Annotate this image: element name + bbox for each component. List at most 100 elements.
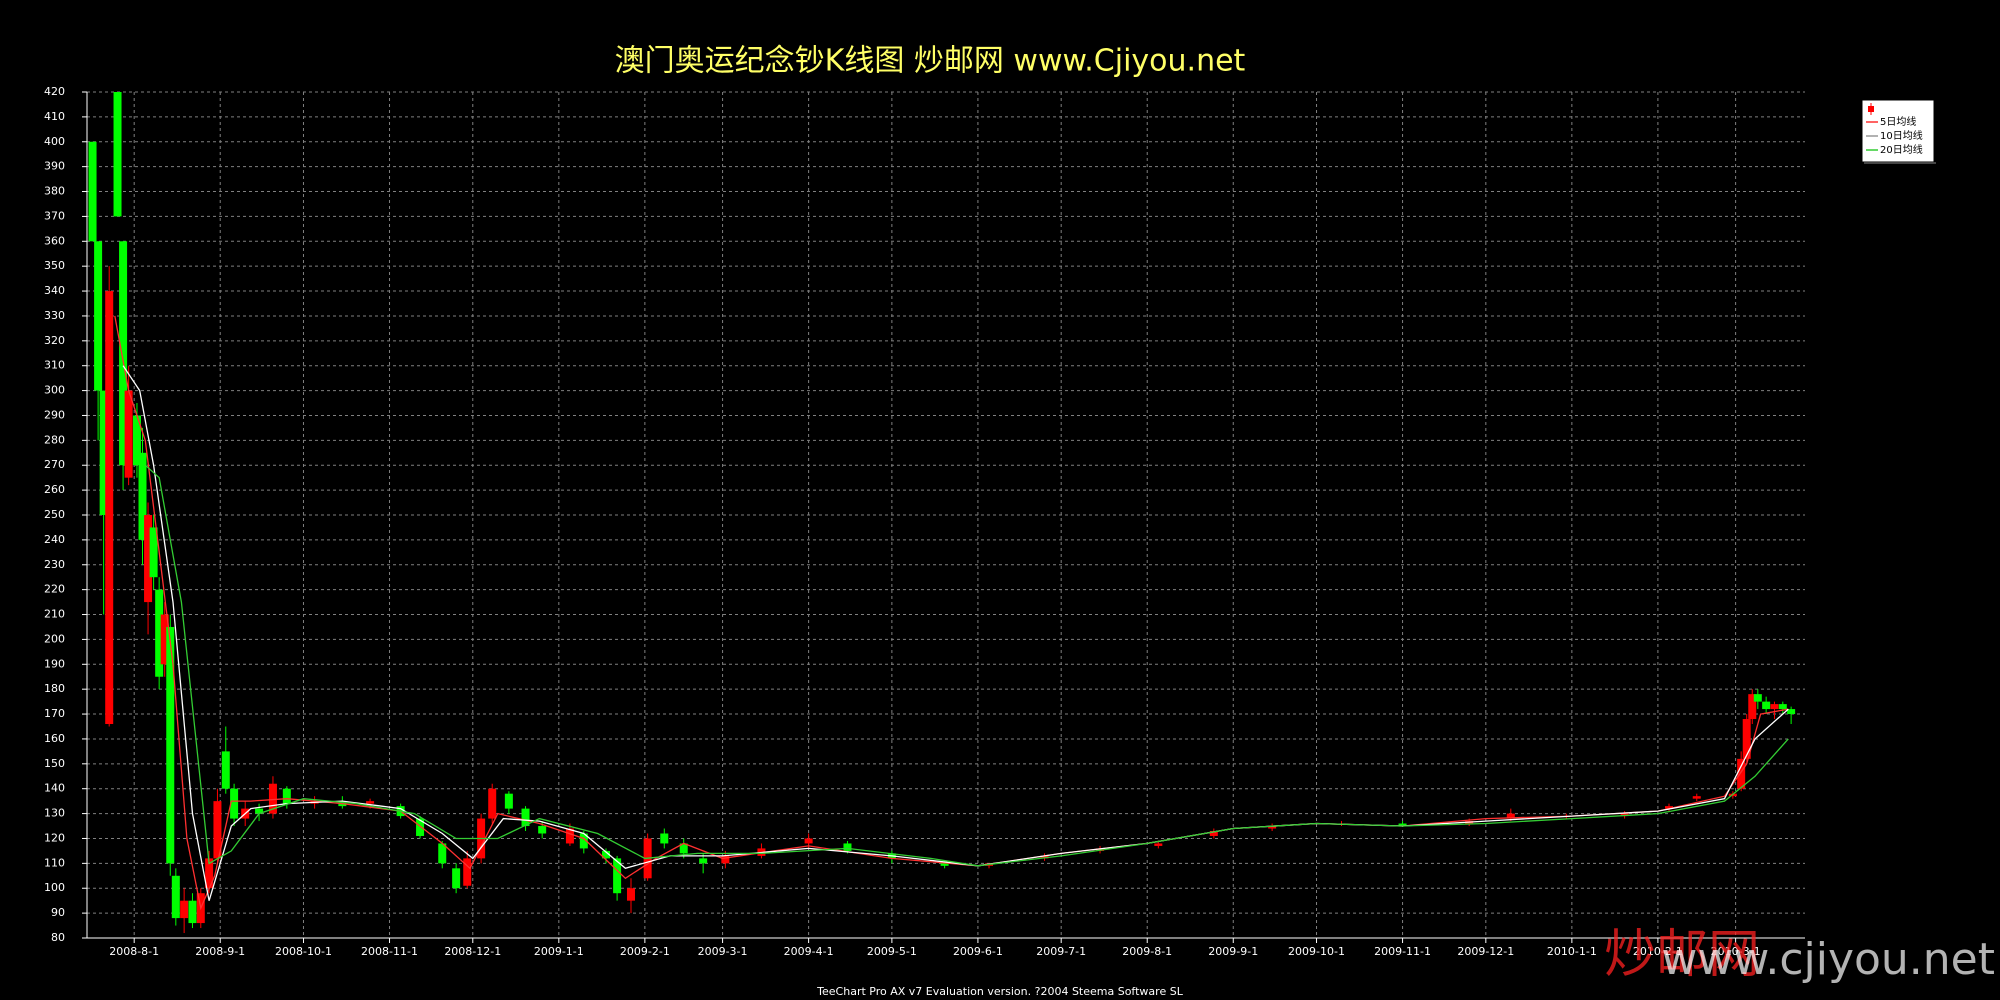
y-tick-label: 390 [44, 160, 65, 173]
y-tick-label: 260 [44, 483, 65, 496]
y-tick-label: 380 [44, 185, 65, 198]
y-tick-label: 290 [44, 408, 65, 421]
y-tick-label: 420 [44, 85, 65, 98]
y-tick-label: 280 [44, 433, 65, 446]
y-tick-label: 170 [44, 707, 65, 720]
x-tick-label: 2009-11-1 [1374, 945, 1431, 958]
candle-body [138, 452, 147, 540]
candle-body [1209, 831, 1218, 836]
candle-body [1040, 855, 1049, 859]
y-tick-label: 140 [44, 782, 65, 795]
y-tick-label: 180 [44, 682, 65, 695]
y-tick-label: 220 [44, 583, 65, 596]
x-tick-label: 2008-12-1 [444, 945, 501, 958]
candle-body [366, 801, 375, 804]
candle-body [602, 850, 611, 859]
candle-body [843, 843, 852, 851]
candle-body [416, 818, 425, 836]
candle-body [699, 858, 708, 864]
x-tick-label: 2009-2-1 [620, 945, 670, 958]
y-tick-label: 400 [44, 135, 65, 148]
y-tick-label: 80 [51, 931, 65, 944]
y-tick-label: 150 [44, 757, 65, 770]
y-tick-label: 240 [44, 533, 65, 546]
candle-body [113, 92, 122, 217]
ma-line [122, 365, 1789, 901]
candle-body [155, 589, 164, 677]
candle-body [144, 515, 153, 603]
y-tick-label: 110 [44, 856, 65, 869]
y-tick-label: 340 [44, 284, 65, 297]
candle-body [1778, 704, 1787, 710]
x-tick-label: 2009-6-1 [953, 945, 1003, 958]
candle-body [171, 875, 180, 919]
x-tick-label: 2009-12-1 [1457, 945, 1514, 958]
x-tick-label: 2009-3-1 [698, 945, 748, 958]
y-tick-label: 130 [44, 807, 65, 820]
watermark-url: www.cjiyou.net [1661, 934, 1995, 985]
x-tick-label: 2008-11-1 [361, 945, 418, 958]
candle-body [1787, 709, 1796, 715]
x-tick-label: 2009-1-1 [534, 945, 584, 958]
candle-body [721, 855, 730, 864]
candle-body [188, 900, 197, 924]
candle-body [660, 833, 669, 844]
x-tick-label: 2009-4-1 [784, 945, 834, 958]
candle-body [230, 788, 239, 819]
candle-body [1770, 704, 1779, 710]
candle-body [1506, 813, 1515, 819]
candle-body [1737, 758, 1746, 789]
candle-body [463, 858, 472, 886]
y-tick-label: 310 [44, 359, 65, 372]
candle-body [1742, 719, 1751, 759]
y-tick-label: 230 [44, 558, 65, 571]
candle-body [940, 863, 949, 866]
x-tick-label: 2009-9-1 [1208, 945, 1258, 958]
candle-body [213, 801, 222, 859]
y-tick-label: 330 [44, 309, 65, 322]
candle-body [160, 614, 169, 665]
candle-body [255, 808, 264, 814]
candle-body [119, 241, 128, 466]
y-tick-label: 250 [44, 508, 65, 521]
candle-body [221, 751, 230, 789]
candle-body [1268, 826, 1277, 829]
candle-body [504, 793, 513, 809]
candle-body [105, 291, 114, 725]
y-tick-label: 320 [44, 334, 65, 347]
legend-label: 10日均线 [1880, 129, 1923, 142]
candle-body [1154, 843, 1163, 846]
candle-body [88, 141, 97, 242]
footer: TeeChart Pro AX v7 Evaluation version. ?… [816, 985, 1184, 998]
y-tick-label: 100 [44, 881, 65, 894]
candle-body [538, 826, 547, 834]
candle-body [804, 838, 813, 844]
legend-candle [1868, 106, 1874, 112]
x-tick-label: 2008-8-1 [109, 945, 159, 958]
candle-body [626, 888, 635, 901]
y-tick-label: 370 [44, 209, 65, 222]
x-tick-label: 2010-2-1 [1633, 945, 1683, 958]
candle-body [1748, 694, 1757, 720]
candle-body [613, 858, 622, 894]
candle-body [488, 788, 497, 819]
candle-body [1753, 694, 1762, 702]
candle-body [679, 843, 688, 854]
candle-body [282, 788, 291, 804]
candle-body [94, 241, 103, 391]
x-tick-label: 2009-7-1 [1036, 945, 1086, 958]
y-tick-label: 190 [44, 657, 65, 670]
candle-body [1665, 806, 1674, 809]
ma-line [114, 315, 1789, 911]
y-tick-label: 350 [44, 259, 65, 272]
y-tick-label: 410 [44, 110, 65, 123]
candle-body [268, 783, 277, 814]
candle-body [149, 527, 158, 578]
candle-body [521, 808, 530, 827]
y-tick-label: 270 [44, 458, 65, 471]
y-tick-label: 160 [44, 732, 65, 745]
candle-body [124, 390, 133, 478]
legend-label: 5日均线 [1880, 115, 1916, 128]
